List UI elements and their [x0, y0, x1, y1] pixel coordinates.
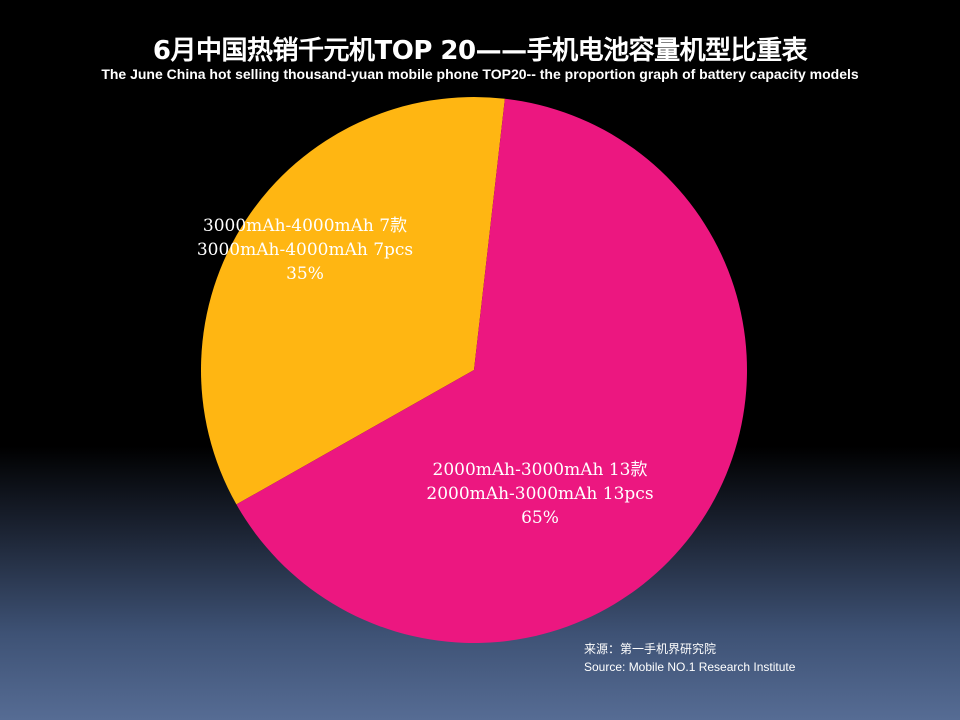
chart-subtitle: The June China hot selling thousand-yuan…	[101, 66, 859, 82]
slice-label-3000-4000: 3000mAh-4000mAh 7款 3000mAh-4000mAh 7pcs …	[180, 214, 430, 286]
source-en: Source: Mobile NO.1 Research Institute	[584, 660, 796, 674]
source-zh: 来源：第一手机界研究院	[584, 642, 717, 656]
slice-label-2000-3000: 2000mAh-3000mAh 13款 2000mAh-3000mAh 13pc…	[400, 458, 680, 530]
slice-label-en: 3000mAh-4000mAh 7pcs	[196, 240, 414, 260]
slice-label-zh: 3000mAh-4000mAh 7款	[202, 216, 408, 236]
slice-label-percent: 65%	[521, 508, 559, 528]
source-note: 来源：第一手机界研究院 Source: Mobile NO.1 Research…	[584, 640, 795, 676]
pie-slice-3000mah-4000mah	[200, 96, 505, 505]
slice-label-zh: 2000mAh-3000mAh 13款	[432, 460, 648, 480]
slice-label-en: 2000mAh-3000mAh 13pcs	[426, 484, 654, 504]
chart-title: 6月中国热销千元机TOP 20——手机电池容量机型比重表	[152, 36, 808, 66]
pie-slice-2000mah-3000mah	[236, 98, 747, 643]
slice-label-percent: 35%	[286, 264, 324, 284]
